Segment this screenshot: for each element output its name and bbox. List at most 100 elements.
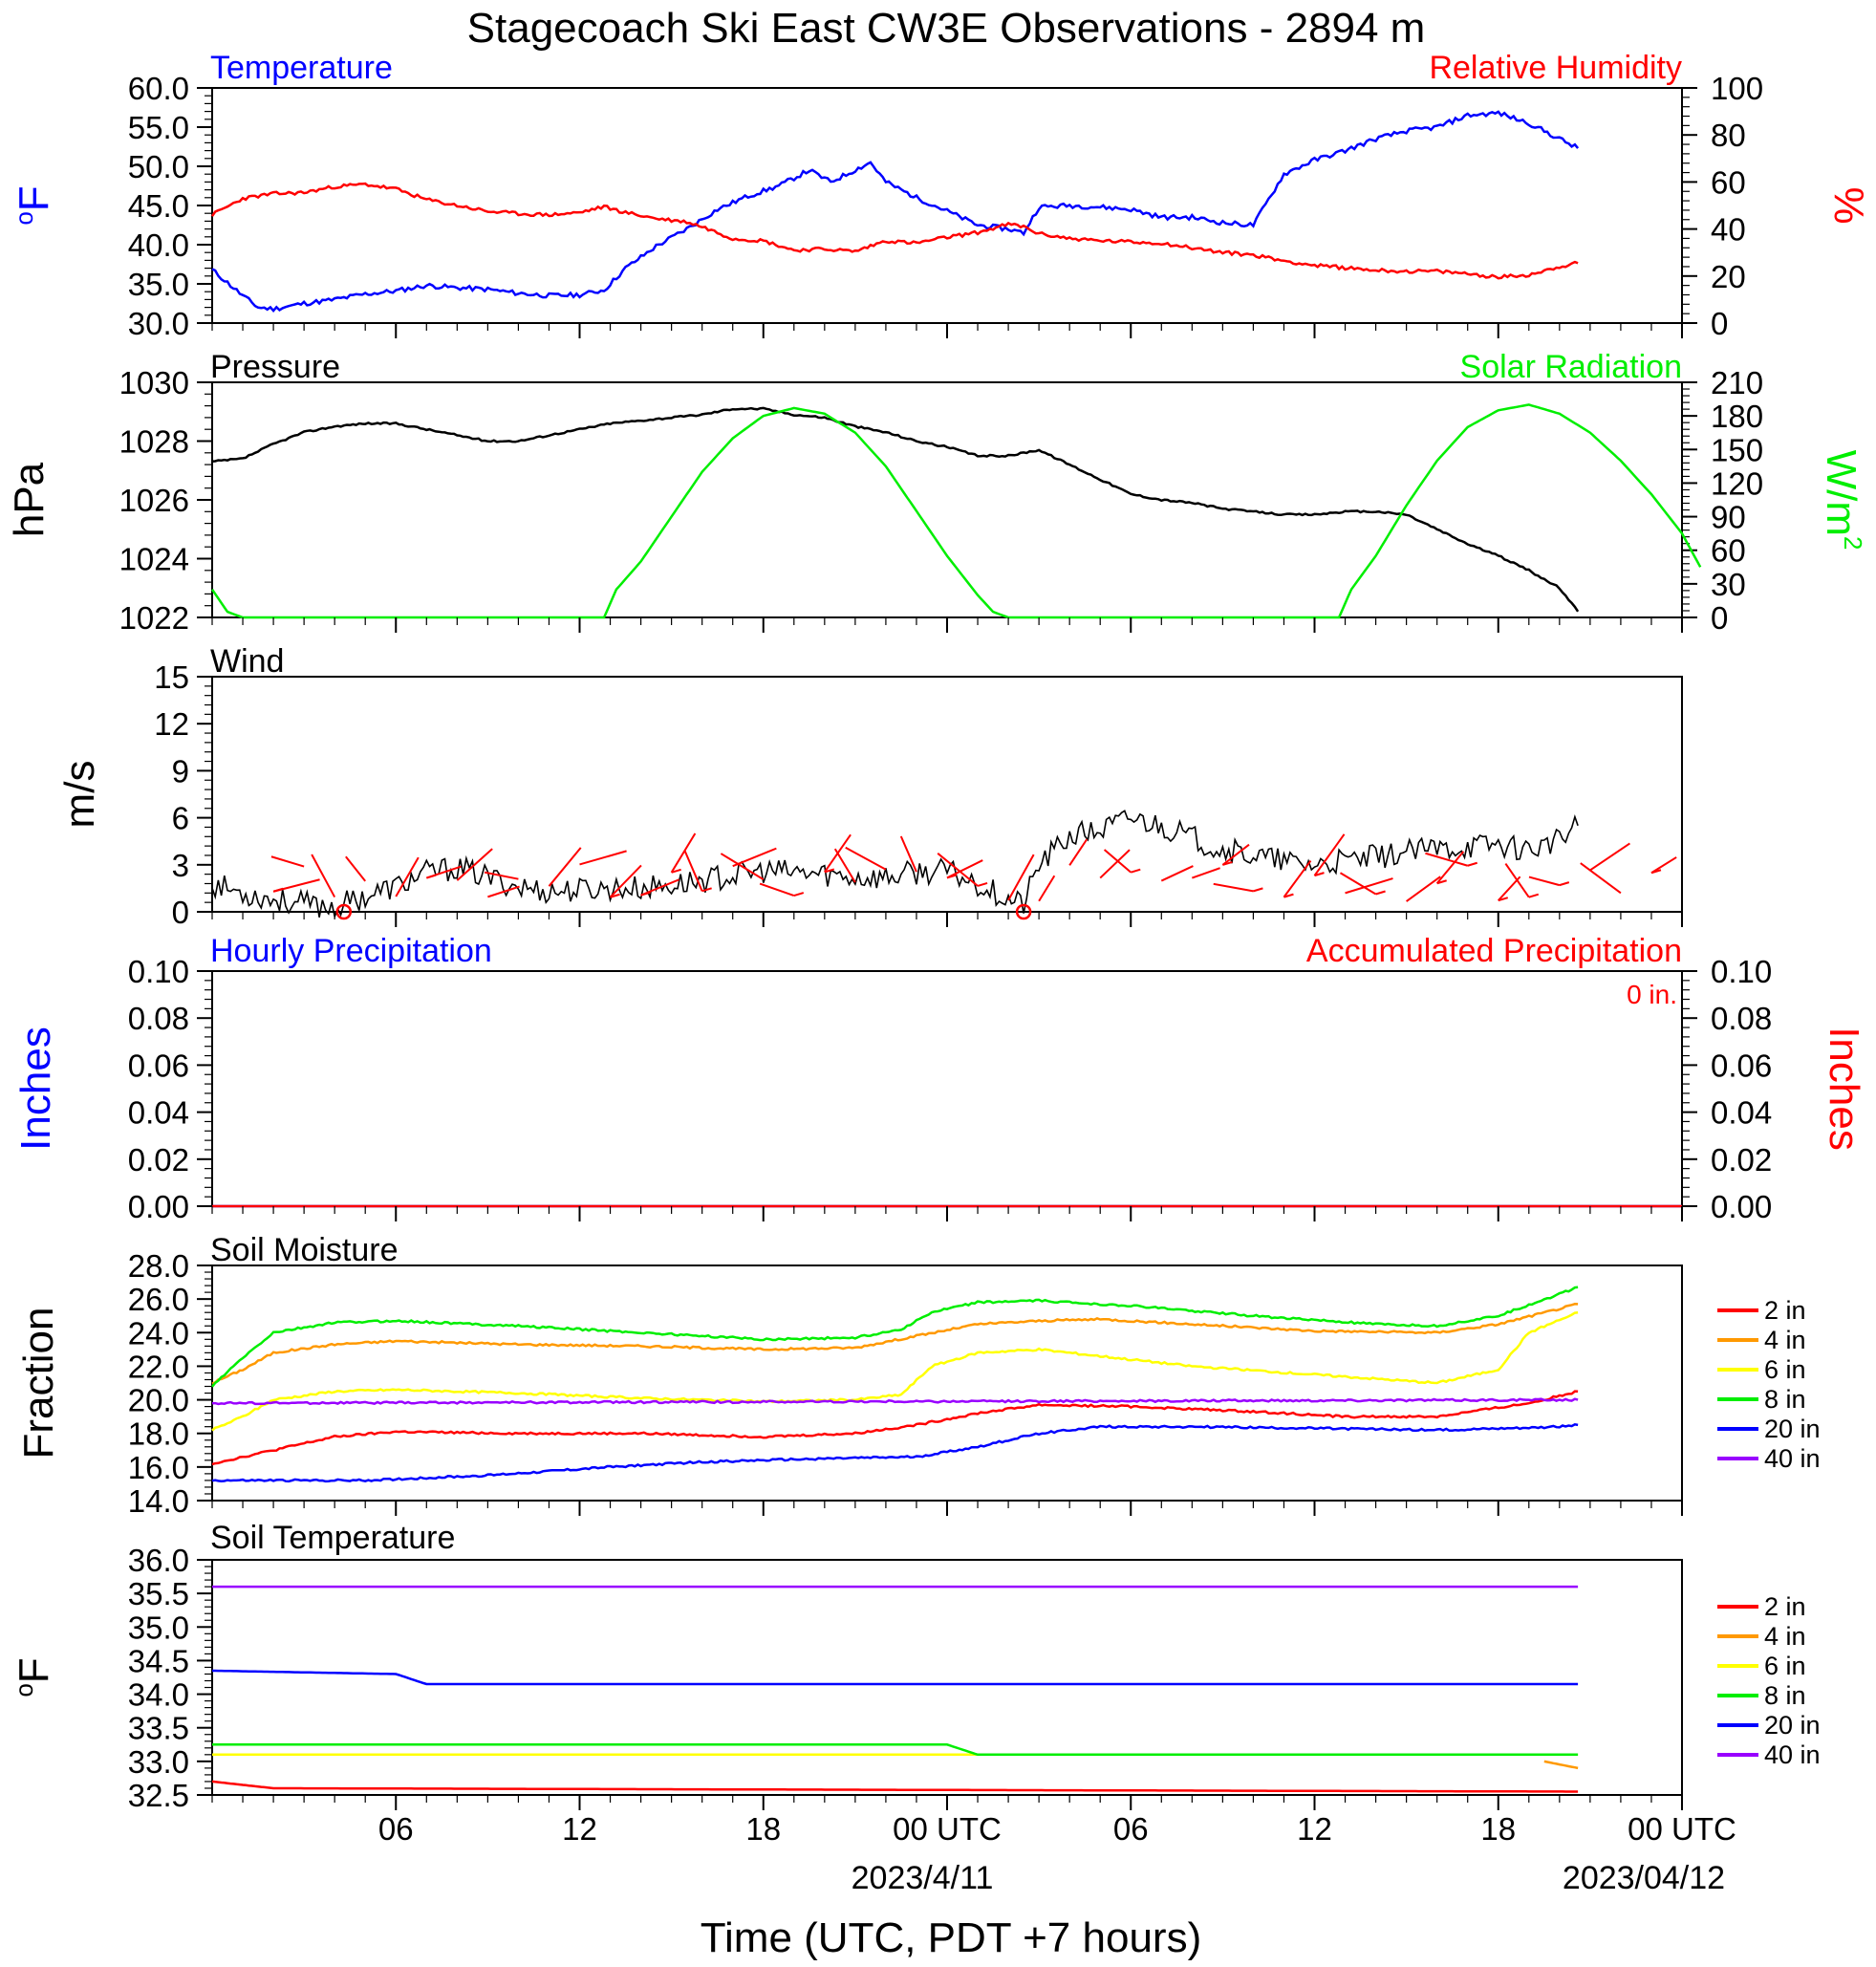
panel-soil-temperature-series [211, 1585, 1579, 1793]
wind-barb [609, 864, 642, 898]
y-tick-label: 60 [1711, 533, 1746, 569]
wind-barb [670, 832, 697, 874]
unit-f: F [11, 1657, 57, 1683]
y-tick-label: 14.0 [128, 1483, 189, 1519]
wind-barb-flag [1253, 887, 1263, 893]
wind-barb [937, 853, 979, 887]
temperature-line [211, 110, 1580, 313]
x-tick-label: 12 [1297, 1811, 1332, 1847]
wind-barb [1589, 842, 1630, 872]
y-tick-label: 34.0 [128, 1677, 189, 1713]
unit-w-m: W/m [1818, 450, 1865, 536]
panel-wind-title-left: Wind [210, 643, 284, 680]
wind-barb [311, 854, 336, 898]
wind-barb-flag [946, 874, 958, 879]
x-tick-label: 18 [745, 1811, 781, 1847]
x-tick-label: 12 [562, 1811, 597, 1847]
y-tick-label: 0.10 [1711, 954, 1772, 989]
wind-barb [1435, 851, 1465, 884]
y-tick-label: 0.04 [128, 1095, 189, 1131]
wind-barb [1339, 872, 1377, 896]
wind-barb [1213, 882, 1254, 893]
degree-o: o [10, 211, 38, 225]
soil-moisture-line-2in [211, 1390, 1579, 1466]
legend-label: 4 in [1764, 1622, 1806, 1651]
wind-barb [1103, 849, 1132, 874]
solar-radiation-line [210, 403, 1702, 619]
y-tick-label: 0.02 [128, 1142, 189, 1178]
panel-temperature-ylabel: oF [10, 185, 57, 225]
y-tick-label: 40 [1711, 212, 1746, 248]
soil-temperature-line-2in [211, 1780, 1579, 1793]
legend-label: 2 in [1764, 1592, 1806, 1621]
wind-barb-flag [1436, 879, 1447, 885]
panel-wind-y-ticks: 0 3 6 9 12 15 [154, 659, 212, 930]
legend-label: 6 in [1764, 1652, 1806, 1680]
y-tick-label: 1030 [119, 365, 189, 400]
calm-wind-marker [335, 903, 353, 920]
y-tick-label: 28.0 [128, 1248, 189, 1284]
wind-barb [732, 847, 777, 868]
panel-pressure-series [210, 403, 1702, 619]
svg-text:oF: oF [10, 185, 57, 225]
y-tick-label: 210 [1711, 365, 1763, 400]
panel-precipitation: Hourly Precipitation Accumulated Precipi… [12, 933, 1867, 1224]
wind-barb [946, 859, 983, 879]
figure-title: Stagecoach Ski East CW3E Observations - … [467, 5, 1426, 52]
wind-barb-flag [1314, 872, 1325, 877]
legend-label: 8 in [1764, 1681, 1806, 1710]
wind-barb [1580, 862, 1622, 895]
y-tick-label: 24.0 [128, 1315, 189, 1351]
x-axis-label: Time (UTC, PDT +7 hours) [701, 1914, 1201, 1961]
wind-barb [1038, 875, 1056, 902]
wind-barb-flag [1467, 861, 1477, 867]
wind-barb-flag [610, 893, 620, 898]
y-tick-label: 0 [172, 895, 189, 930]
wind-barb [345, 855, 366, 882]
panel-soil-temperature-title-left: Soil Temperature [210, 1520, 455, 1556]
legend-label: 4 in [1764, 1326, 1806, 1354]
soil-moisture-line-8in [211, 1286, 1579, 1388]
wind-speed-line [211, 810, 1579, 919]
wind-barb [1068, 838, 1089, 866]
y-tick-label: 60.0 [128, 71, 189, 106]
wind-barb-flag [1650, 869, 1662, 875]
y-tick-label: 34.5 [128, 1643, 189, 1678]
soil-temperature-line-20in [212, 1669, 1579, 1686]
y-tick-label: 32.5 [128, 1778, 189, 1813]
y-tick-label: 120 [1711, 465, 1763, 501]
wind-barb [1099, 849, 1131, 879]
wind-barb [1345, 877, 1393, 895]
wind-barb-flag [272, 887, 284, 893]
y-tick-label: 35.0 [128, 267, 189, 302]
y-tick-label: 60 [1711, 164, 1746, 200]
y-tick-label: 0 [1711, 600, 1728, 636]
wind-barb [548, 847, 582, 887]
y-tick-label: 20 [1711, 259, 1746, 294]
y-tick-label: 0 [1711, 306, 1728, 341]
wind-barb-flag [426, 874, 437, 879]
x-tick-label: 00 UTC [893, 1811, 1002, 1847]
panel-soil-moisture-series [211, 1286, 1579, 1483]
wind-barb [1191, 867, 1220, 879]
wind-barb [845, 846, 887, 871]
wind-barb [1528, 875, 1561, 887]
wind-barb [487, 885, 520, 898]
wind-barb [1221, 843, 1250, 866]
panel-temperature-y2label: % [1825, 186, 1872, 224]
wind-barb-flag [640, 891, 651, 897]
y-tick-label: 0.10 [128, 954, 189, 989]
panel-pressure-y-ticks: 1022 1024 1026 1028 1030 [119, 365, 212, 636]
svg-text:W/m2: W/m2 [1818, 450, 1867, 551]
panel-soil-temperature-ylabel: oF [10, 1657, 57, 1697]
wind-barb [1504, 863, 1530, 898]
panel-precipitation-ylabel: Inches [12, 1027, 59, 1151]
panel-pressure-title-right: Solar Radiation [1460, 349, 1682, 385]
y-tick-label: 26.0 [128, 1282, 189, 1317]
panel-precipitation-y2-ticks: 0.00 0.02 0.04 0.06 0.08 0.10 [1682, 954, 1772, 1224]
y-tick-label: 33.0 [128, 1744, 189, 1780]
